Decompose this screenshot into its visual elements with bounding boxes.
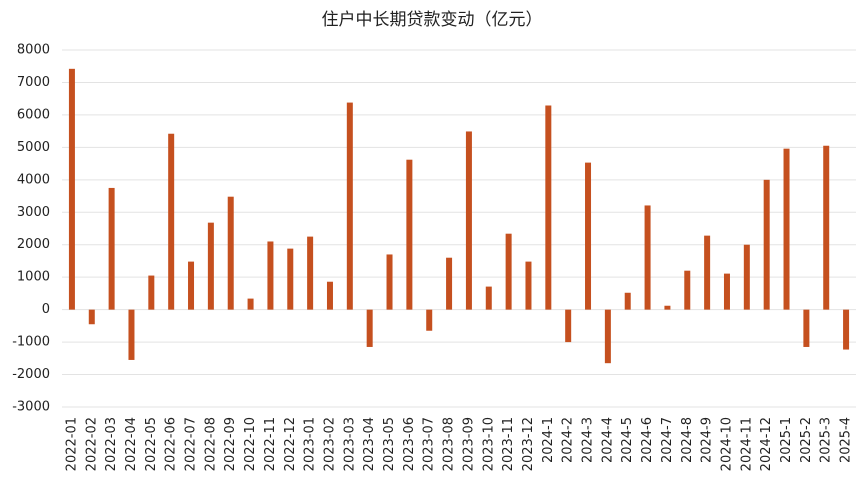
bar	[585, 162, 592, 310]
x-tick-label: 2023-11	[501, 417, 516, 471]
x-tick-label: 2023-09	[461, 417, 476, 471]
bar	[108, 187, 115, 310]
x-tick-label: 2023-10	[481, 417, 496, 471]
y-tick-label: 3000	[17, 205, 50, 220]
bar	[644, 205, 651, 310]
bar	[704, 235, 711, 310]
x-tick-label: 2023-06	[402, 417, 417, 471]
x-tick-label: 2022-06	[164, 417, 179, 471]
bar	[188, 261, 195, 310]
y-tick-label: 7000	[17, 75, 50, 90]
x-tick-label: 2023-12	[521, 417, 536, 471]
chart-title: 住户中长期贷款变动（亿元）	[322, 10, 543, 30]
x-tick-label: 2022-03	[104, 417, 119, 471]
bar	[446, 257, 453, 310]
bar	[207, 222, 214, 310]
y-tick-label: 0	[42, 302, 50, 317]
bar	[148, 275, 155, 310]
bar	[743, 244, 750, 310]
bar	[485, 286, 492, 310]
x-tick-label: 2023-08	[442, 417, 457, 471]
y-tick-label: -1000	[12, 335, 50, 350]
bar	[545, 105, 552, 310]
x-tick-label: 2022-09	[223, 417, 238, 471]
y-tick-label: 4000	[17, 172, 50, 187]
y-tick-label: 6000	[17, 107, 50, 122]
bar	[604, 309, 611, 364]
y-tick-label: -3000	[12, 400, 50, 415]
x-tick-label: 2024-12	[759, 417, 774, 471]
x-tick-label: 2023-05	[382, 417, 397, 471]
bar	[267, 241, 274, 310]
x-tick-label: 2024-8	[680, 417, 695, 463]
bar	[803, 309, 810, 347]
bar	[227, 196, 234, 310]
x-tick-label: 2025-2	[799, 417, 814, 463]
bar	[366, 309, 373, 347]
bar	[168, 133, 175, 310]
bar	[664, 305, 671, 310]
bar	[287, 248, 294, 310]
bar	[783, 148, 790, 310]
x-tick-label: 2022-02	[84, 417, 99, 471]
bar	[426, 309, 433, 331]
bar	[723, 273, 730, 310]
bar	[326, 281, 333, 310]
bar	[247, 298, 254, 310]
bar	[307, 236, 314, 310]
x-tick-label: 2022-10	[243, 417, 258, 471]
x-tick-label: 2023-02	[322, 417, 337, 471]
bar	[624, 292, 631, 310]
x-tick-label: 2022-12	[283, 417, 298, 471]
bar	[505, 233, 512, 310]
y-tick-label: 2000	[17, 237, 50, 252]
x-tick-label: 2024-4	[600, 417, 615, 463]
bar	[823, 145, 830, 310]
bar	[684, 270, 691, 310]
x-tick-label: 2022-11	[263, 417, 278, 471]
bar	[525, 261, 532, 310]
bar	[386, 254, 393, 310]
x-tick-label: 2024-7	[660, 417, 675, 463]
x-tick-label: 2022-04	[124, 417, 139, 471]
x-tick-label: 2023-07	[422, 417, 437, 471]
bar	[88, 309, 95, 325]
x-tick-label: 2025-3	[819, 417, 834, 463]
x-tick-label: 2025-4	[839, 417, 854, 463]
x-tick-label: 2022-01	[64, 417, 79, 471]
bar	[465, 131, 472, 310]
y-tick-label: 8000	[17, 43, 50, 58]
x-tick-label: 2022-05	[144, 417, 159, 471]
y-tick-label: 1000	[17, 270, 50, 285]
bar	[128, 309, 135, 360]
x-tick-label: 2024-5	[620, 417, 635, 463]
x-tick-label: 2024-10	[719, 417, 734, 471]
x-tick-label: 2023-04	[362, 417, 377, 471]
x-tick-label: 2024-1	[541, 417, 556, 463]
x-tick-label: 2024-2	[561, 417, 576, 463]
x-tick-label: 2024-3	[581, 417, 596, 463]
bar	[346, 102, 353, 310]
y-tick-label: -2000	[12, 367, 50, 382]
bar	[68, 68, 75, 310]
x-tick-label: 2022-08	[203, 417, 218, 471]
x-tick-label: 2022-07	[184, 417, 199, 471]
bar	[565, 309, 572, 343]
x-tick-label: 2024-6	[640, 417, 655, 463]
x-tick-label: 2023-03	[342, 417, 357, 471]
x-tick-label: 2024-9	[700, 417, 715, 463]
y-tick-label: 5000	[17, 140, 50, 155]
bar	[763, 179, 770, 310]
bar	[843, 309, 850, 350]
bar	[406, 159, 413, 310]
x-tick-label: 2024-11	[739, 417, 754, 471]
x-tick-label: 2023-01	[303, 417, 318, 471]
x-tick-label: 2025-1	[779, 417, 794, 463]
